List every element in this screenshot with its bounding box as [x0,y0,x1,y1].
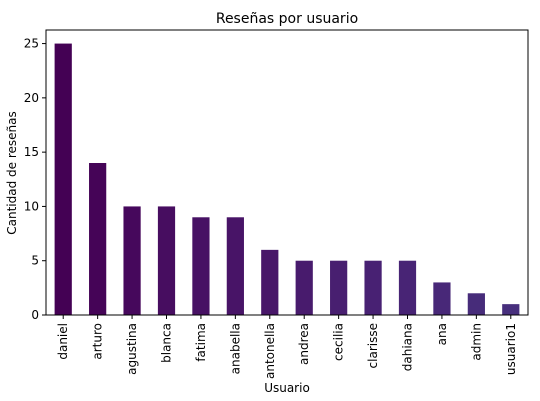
x-axis-label: Usuario [264,381,310,395]
x-tick-label: cecilia [332,323,346,361]
bar-arturo [89,163,107,315]
bar-admin [467,293,485,315]
x-tick-label: ana [435,323,449,345]
y-axis: 0 5 10 15 20 25 [24,37,46,322]
x-tick-label: antonella [263,323,277,379]
bars-group [54,43,520,315]
bar-agustina [123,206,141,315]
x-tick-label: usuario1 [504,323,518,375]
bar-blanca [157,206,176,315]
bar-daniel [54,43,72,315]
y-tick-label: 20 [24,91,39,105]
x-tick-label: anabella [228,323,242,374]
x-tick-label: andrea [297,323,311,365]
x-tick-label: agustina [125,323,139,375]
x-tick-label: fatima [194,323,208,362]
bar-usuario1 [502,304,520,315]
x-tick-label: dahiana [401,323,415,371]
y-axis-label: Cantidad de reseñas [5,111,19,235]
y-tick-label: 5 [31,254,39,268]
x-tick-label: daniel [56,323,70,360]
chart-title: Reseñas por usuario [216,11,358,27]
y-tick-label: 0 [31,308,39,322]
bar-ana [433,282,451,315]
y-tick-label: 10 [24,199,39,213]
bar-cecilia [330,260,348,315]
x-axis: daniel arturo agustina blanca fatima anabella… [56,315,518,379]
x-tick-label: arturo [91,323,105,360]
x-tick-label: clarisse [366,323,380,368]
y-tick-label: 25 [24,37,39,51]
bar-clarisse [364,260,382,315]
x-tick-label: blanca [160,323,174,363]
y-tick-label: 15 [24,145,39,159]
bar-fatima [192,217,210,315]
x-tick-label: admin [469,323,483,361]
bar-antonella [261,249,279,315]
bar-andrea [295,260,313,315]
plot-frame [45,29,529,316]
bar-anabella [226,217,244,315]
bar-dahiana [398,260,417,315]
